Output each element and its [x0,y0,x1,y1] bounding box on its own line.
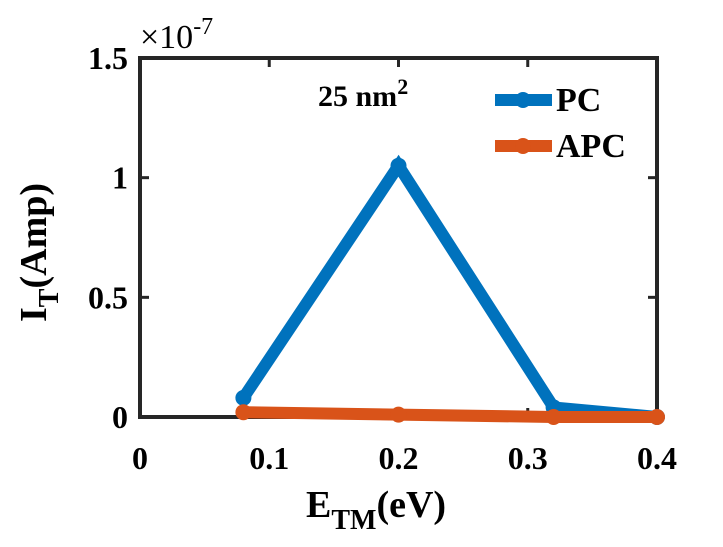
data-point-apc [649,409,665,425]
y-exponent-base: ×10 [140,19,193,56]
x-tick-label: 0 [132,440,148,476]
x-axis-label-rest: (eV) [376,484,446,526]
y-axis-label-rest: (Amp) [13,183,55,289]
area-annotation-text: 25 nm [318,80,397,113]
data-point-apc [235,404,252,421]
legend-label-pc: PC [556,82,601,119]
area-annotation: 25 nm2 [318,74,408,113]
series-layer [235,154,665,425]
x-axis-label-main: E [306,484,331,526]
x-axis-label: ETM(eV) [306,484,446,536]
x-tick-label: 0.4 [637,440,677,476]
series-line-pc [238,154,658,423]
data-point-pc [390,157,407,174]
data-point-apc [390,406,407,423]
y-tick-label: 0.5 [88,279,128,315]
data-point-apc [545,409,562,425]
y-exponent: ×10-7 [140,14,213,56]
legend-marker-pc [515,92,531,108]
legend-marker-apc [515,138,531,154]
x-tick-label: 0.2 [379,440,419,476]
y-tick-label: 0 [112,399,128,435]
legend-label-apc: APC [556,128,626,165]
y-axis-label-sub: T [34,288,65,307]
series-line-apc [243,406,657,423]
legend: PC APC [495,82,626,165]
data-point-pc [235,389,252,406]
x-tick-label: 0.3 [508,440,548,476]
y-axis-label: IT(Amp) [13,183,65,322]
x-axis-label-sub: TM [331,505,376,536]
y-tick-label: 1.5 [88,40,128,76]
y-exponent-power: -7 [193,14,213,40]
tick-labels: 0 0.1 0.2 0.3 0.4 0 0.5 1 1.5 [88,40,677,476]
x-tick-label: 0.1 [249,440,289,476]
y-axis-label-main: I [13,307,55,322]
area-annotation-sup: 2 [397,74,408,99]
y-tick-label: 1 [112,160,128,196]
